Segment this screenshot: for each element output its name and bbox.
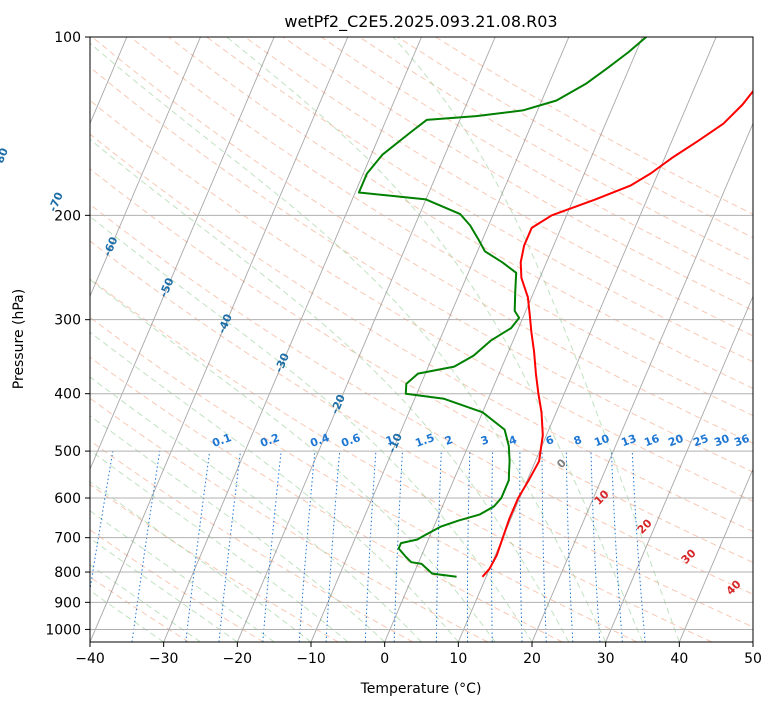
mixing-ratio-label: 0.6	[339, 431, 362, 450]
moist-adiabat	[226, 37, 643, 642]
dry-adiabat	[90, 483, 339, 642]
moist-adiabat	[90, 279, 496, 642]
mixing-ratio-label: 8	[572, 433, 584, 448]
x-tick-label: 50	[744, 651, 762, 667]
isotherm	[90, 37, 201, 298]
dry-adiabat	[282, 37, 753, 312]
isotherm-label: -80	[0, 146, 11, 170]
temperature-profile	[481, 89, 753, 578]
x-tick-label: −40	[75, 651, 105, 667]
x-tick-label: −20	[223, 651, 253, 667]
dry-adiabat	[90, 316, 638, 642]
moist-adiabat	[90, 42, 607, 642]
dry-adiabat	[168, 37, 753, 389]
mixing-ratio-label: 0.4	[308, 431, 331, 450]
isotherm	[384, 37, 643, 642]
dry-adiabat	[90, 203, 753, 595]
mixing-ratio-label: 1.5	[413, 431, 436, 450]
dry-adiabat	[91, 37, 753, 445]
mixing-ratio-label: 2	[443, 433, 455, 448]
background-lines	[90, 37, 753, 642]
y-axis: 100 200 300 400 500 600 700 800 900 1000	[45, 30, 90, 638]
dry-adiabat	[90, 240, 753, 628]
chart-title: wetPf2_C2E5.2025.093.21.08.R03	[284, 12, 557, 32]
mixing-ratio-label: 0.1	[210, 431, 233, 450]
y-tick-label: 700	[54, 531, 81, 547]
isotherm	[605, 295, 753, 642]
mixing-ratio-label: 6	[544, 433, 556, 448]
mixing-ratio-line	[131, 451, 161, 642]
mixing-ratio-label: 1	[384, 433, 396, 448]
moist-adiabat	[90, 215, 533, 642]
mixing-ratio-label: 25	[691, 432, 710, 449]
mixing-ratio-label: 10	[592, 432, 611, 450]
mixing-ratio-label: 3	[479, 433, 491, 448]
isotherm	[163, 37, 422, 642]
x-axis-title: Temperature (°C)	[360, 681, 482, 697]
y-tick-label: 800	[54, 565, 81, 581]
moist-adiabat	[90, 331, 459, 642]
dry-adiabat	[90, 133, 753, 533]
y-tick-label: 1000	[45, 622, 81, 638]
moist-adiabat	[90, 138, 570, 642]
mixing-ratio-line	[185, 451, 211, 642]
mixing-ratio-line	[631, 451, 646, 642]
mixing-ratio-line	[90, 451, 114, 593]
mixing-ratio-label: 13	[619, 432, 638, 449]
y-tick-label: 200	[54, 208, 81, 224]
y-axis-title: Pressure (hPa)	[11, 289, 27, 389]
y-tick-label: 500	[54, 444, 81, 460]
x-tick-label: 30	[597, 651, 615, 667]
mixing-ratio-label: 20	[666, 432, 685, 450]
isotherm	[678, 467, 753, 642]
dry-adiabat	[90, 356, 563, 642]
y-tick-label: 300	[54, 313, 81, 329]
moist-adiabat	[90, 415, 386, 642]
y-tick-label: 900	[54, 595, 81, 611]
plot-frame	[89, 36, 754, 643]
dry-adiabat	[244, 37, 753, 337]
mixing-ratio-line	[262, 451, 282, 642]
isotherm	[236, 37, 496, 642]
mixing-ratio-label: 16	[642, 432, 661, 450]
y-tick-label: 100	[54, 30, 81, 46]
dry-adiabat	[90, 99, 753, 502]
mixing-ratio-line	[298, 451, 316, 642]
moist-adiabat	[392, 37, 680, 642]
x-tick-label: 20	[523, 651, 541, 667]
moist-adiabat	[90, 510, 275, 642]
y-tick-label: 400	[54, 387, 81, 403]
grid-lines	[90, 37, 753, 630]
moist-adiabat	[90, 589, 164, 642]
isotherm	[90, 37, 275, 471]
x-tick-label: −30	[149, 651, 179, 667]
profile-lines	[357, 37, 753, 578]
dewpoint-profile	[357, 37, 647, 578]
dry-adiabat	[130, 37, 753, 417]
mixing-ratio-label: 4	[507, 433, 519, 448]
moist-adiabat	[90, 537, 238, 642]
isotherm	[90, 37, 349, 642]
x-tick-label: 40	[670, 651, 688, 667]
mixing-ratio-label: 30	[712, 432, 731, 450]
mixing-ratio-label: 36	[732, 432, 751, 450]
moist-adiabat	[90, 481, 312, 642]
x-tick-label: 10	[449, 651, 467, 667]
isotherm	[531, 122, 753, 642]
x-axis: −40 −30 −20 −10 0 10 20 30 40 50	[75, 642, 762, 667]
isotherm	[310, 37, 570, 642]
mixing-ratio-label: 0.2	[258, 431, 281, 450]
x-tick-label: −10	[296, 651, 326, 667]
dry-adiabat	[90, 278, 712, 642]
mixing-ratio-line	[218, 451, 241, 642]
x-tick-label: 0	[380, 651, 389, 667]
dry-adiabat	[90, 529, 264, 642]
y-tick-label: 600	[54, 491, 81, 507]
moist-adiabat	[90, 564, 201, 642]
